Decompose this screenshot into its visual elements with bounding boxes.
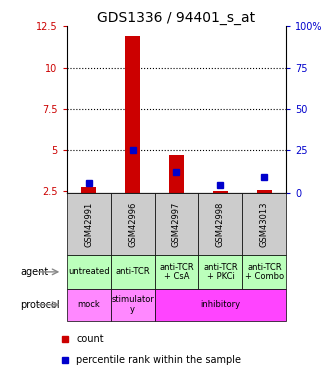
Text: anti-TCR
+ CsA: anti-TCR + CsA bbox=[159, 262, 194, 281]
Bar bbox=[125, 36, 140, 193]
Text: GSM42998: GSM42998 bbox=[216, 201, 225, 247]
Bar bbox=[81, 186, 96, 193]
Text: protocol: protocol bbox=[20, 300, 60, 310]
Bar bbox=[242, 193, 286, 255]
Bar bbox=[213, 192, 228, 193]
Text: GSM42991: GSM42991 bbox=[84, 201, 93, 247]
Text: percentile rank within the sample: percentile rank within the sample bbox=[76, 356, 241, 366]
Bar bbox=[111, 289, 155, 321]
Bar bbox=[257, 190, 272, 193]
Text: GSM43013: GSM43013 bbox=[260, 201, 269, 247]
Bar bbox=[155, 193, 198, 255]
Bar bbox=[155, 255, 198, 289]
Bar bbox=[155, 289, 286, 321]
Text: stimulator
y: stimulator y bbox=[111, 296, 154, 314]
Bar bbox=[67, 255, 111, 289]
Text: untreated: untreated bbox=[68, 267, 109, 276]
Bar bbox=[198, 255, 242, 289]
Text: mock: mock bbox=[77, 300, 100, 309]
Bar bbox=[111, 255, 155, 289]
Bar bbox=[169, 155, 184, 193]
Text: inhibitory: inhibitory bbox=[200, 300, 240, 309]
Text: agent: agent bbox=[20, 267, 49, 277]
Bar bbox=[242, 255, 286, 289]
Text: anti-TCR
+ PKCi: anti-TCR + PKCi bbox=[203, 262, 238, 281]
Text: anti-TCR: anti-TCR bbox=[115, 267, 150, 276]
Text: GSM42997: GSM42997 bbox=[172, 201, 181, 247]
Text: GSM42996: GSM42996 bbox=[128, 201, 137, 247]
Bar bbox=[67, 193, 111, 255]
Bar bbox=[67, 289, 111, 321]
Title: GDS1336 / 94401_s_at: GDS1336 / 94401_s_at bbox=[98, 11, 255, 25]
Bar bbox=[198, 193, 242, 255]
Bar bbox=[111, 193, 155, 255]
Text: count: count bbox=[76, 334, 104, 344]
Text: anti-TCR
+ Combo: anti-TCR + Combo bbox=[245, 262, 284, 281]
